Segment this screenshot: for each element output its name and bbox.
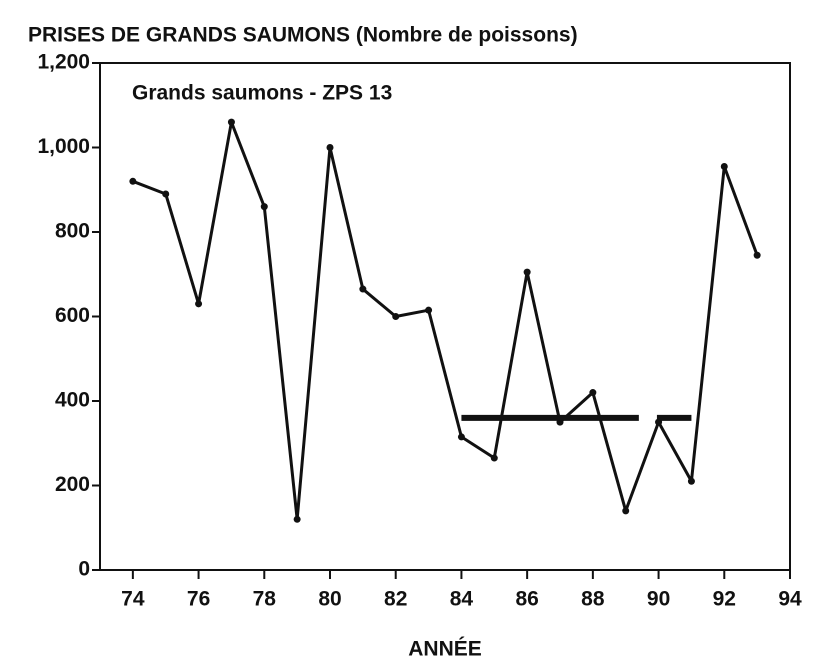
data-point xyxy=(720,163,728,171)
data-point xyxy=(326,144,334,151)
y-tick-label: 800 xyxy=(55,220,90,243)
data-point xyxy=(622,507,630,515)
y-tick-label: 1,200 xyxy=(37,51,90,74)
data-point xyxy=(129,177,137,185)
x-tick-label: 78 xyxy=(253,588,277,611)
y-tick-label: 1,000 xyxy=(37,135,90,158)
data-point xyxy=(359,285,367,293)
x-tick-label: 90 xyxy=(647,588,670,611)
x-tick-label: 92 xyxy=(713,588,736,611)
x-tick-label: 80 xyxy=(318,588,341,611)
data-point xyxy=(425,306,433,314)
y-tick-label: 0 xyxy=(78,558,90,581)
data-point xyxy=(162,190,170,198)
data-point xyxy=(195,300,203,308)
y-tick-label: 400 xyxy=(55,389,90,412)
data-point xyxy=(753,251,761,259)
data-point xyxy=(457,433,465,441)
data-point xyxy=(589,389,597,397)
x-axis-label: ANNÉE xyxy=(408,638,482,661)
data-point xyxy=(523,268,531,276)
x-tick-label: 74 xyxy=(121,588,145,611)
data-line xyxy=(132,120,759,521)
y-tick-label: 600 xyxy=(55,304,90,327)
x-tick-label: 94 xyxy=(778,588,802,611)
data-point xyxy=(227,118,235,126)
x-tick-label: 82 xyxy=(384,588,407,611)
x-tick-label: 84 xyxy=(450,588,474,611)
data-point xyxy=(260,203,268,211)
data-point xyxy=(293,515,301,523)
x-tick-label: 88 xyxy=(581,588,605,611)
plot-frame xyxy=(99,62,791,571)
data-point xyxy=(490,454,498,462)
annotation: Grands saumons - ZPS 13 xyxy=(132,82,392,105)
data-point xyxy=(687,477,695,485)
y-tick-label: 200 xyxy=(55,473,90,496)
data-point xyxy=(392,313,400,320)
x-tick-label: 86 xyxy=(515,588,538,611)
x-tick-label: 76 xyxy=(187,588,210,611)
chart-title: PRISES DE GRANDS SAUMONS (Nombre de pois… xyxy=(28,24,578,47)
